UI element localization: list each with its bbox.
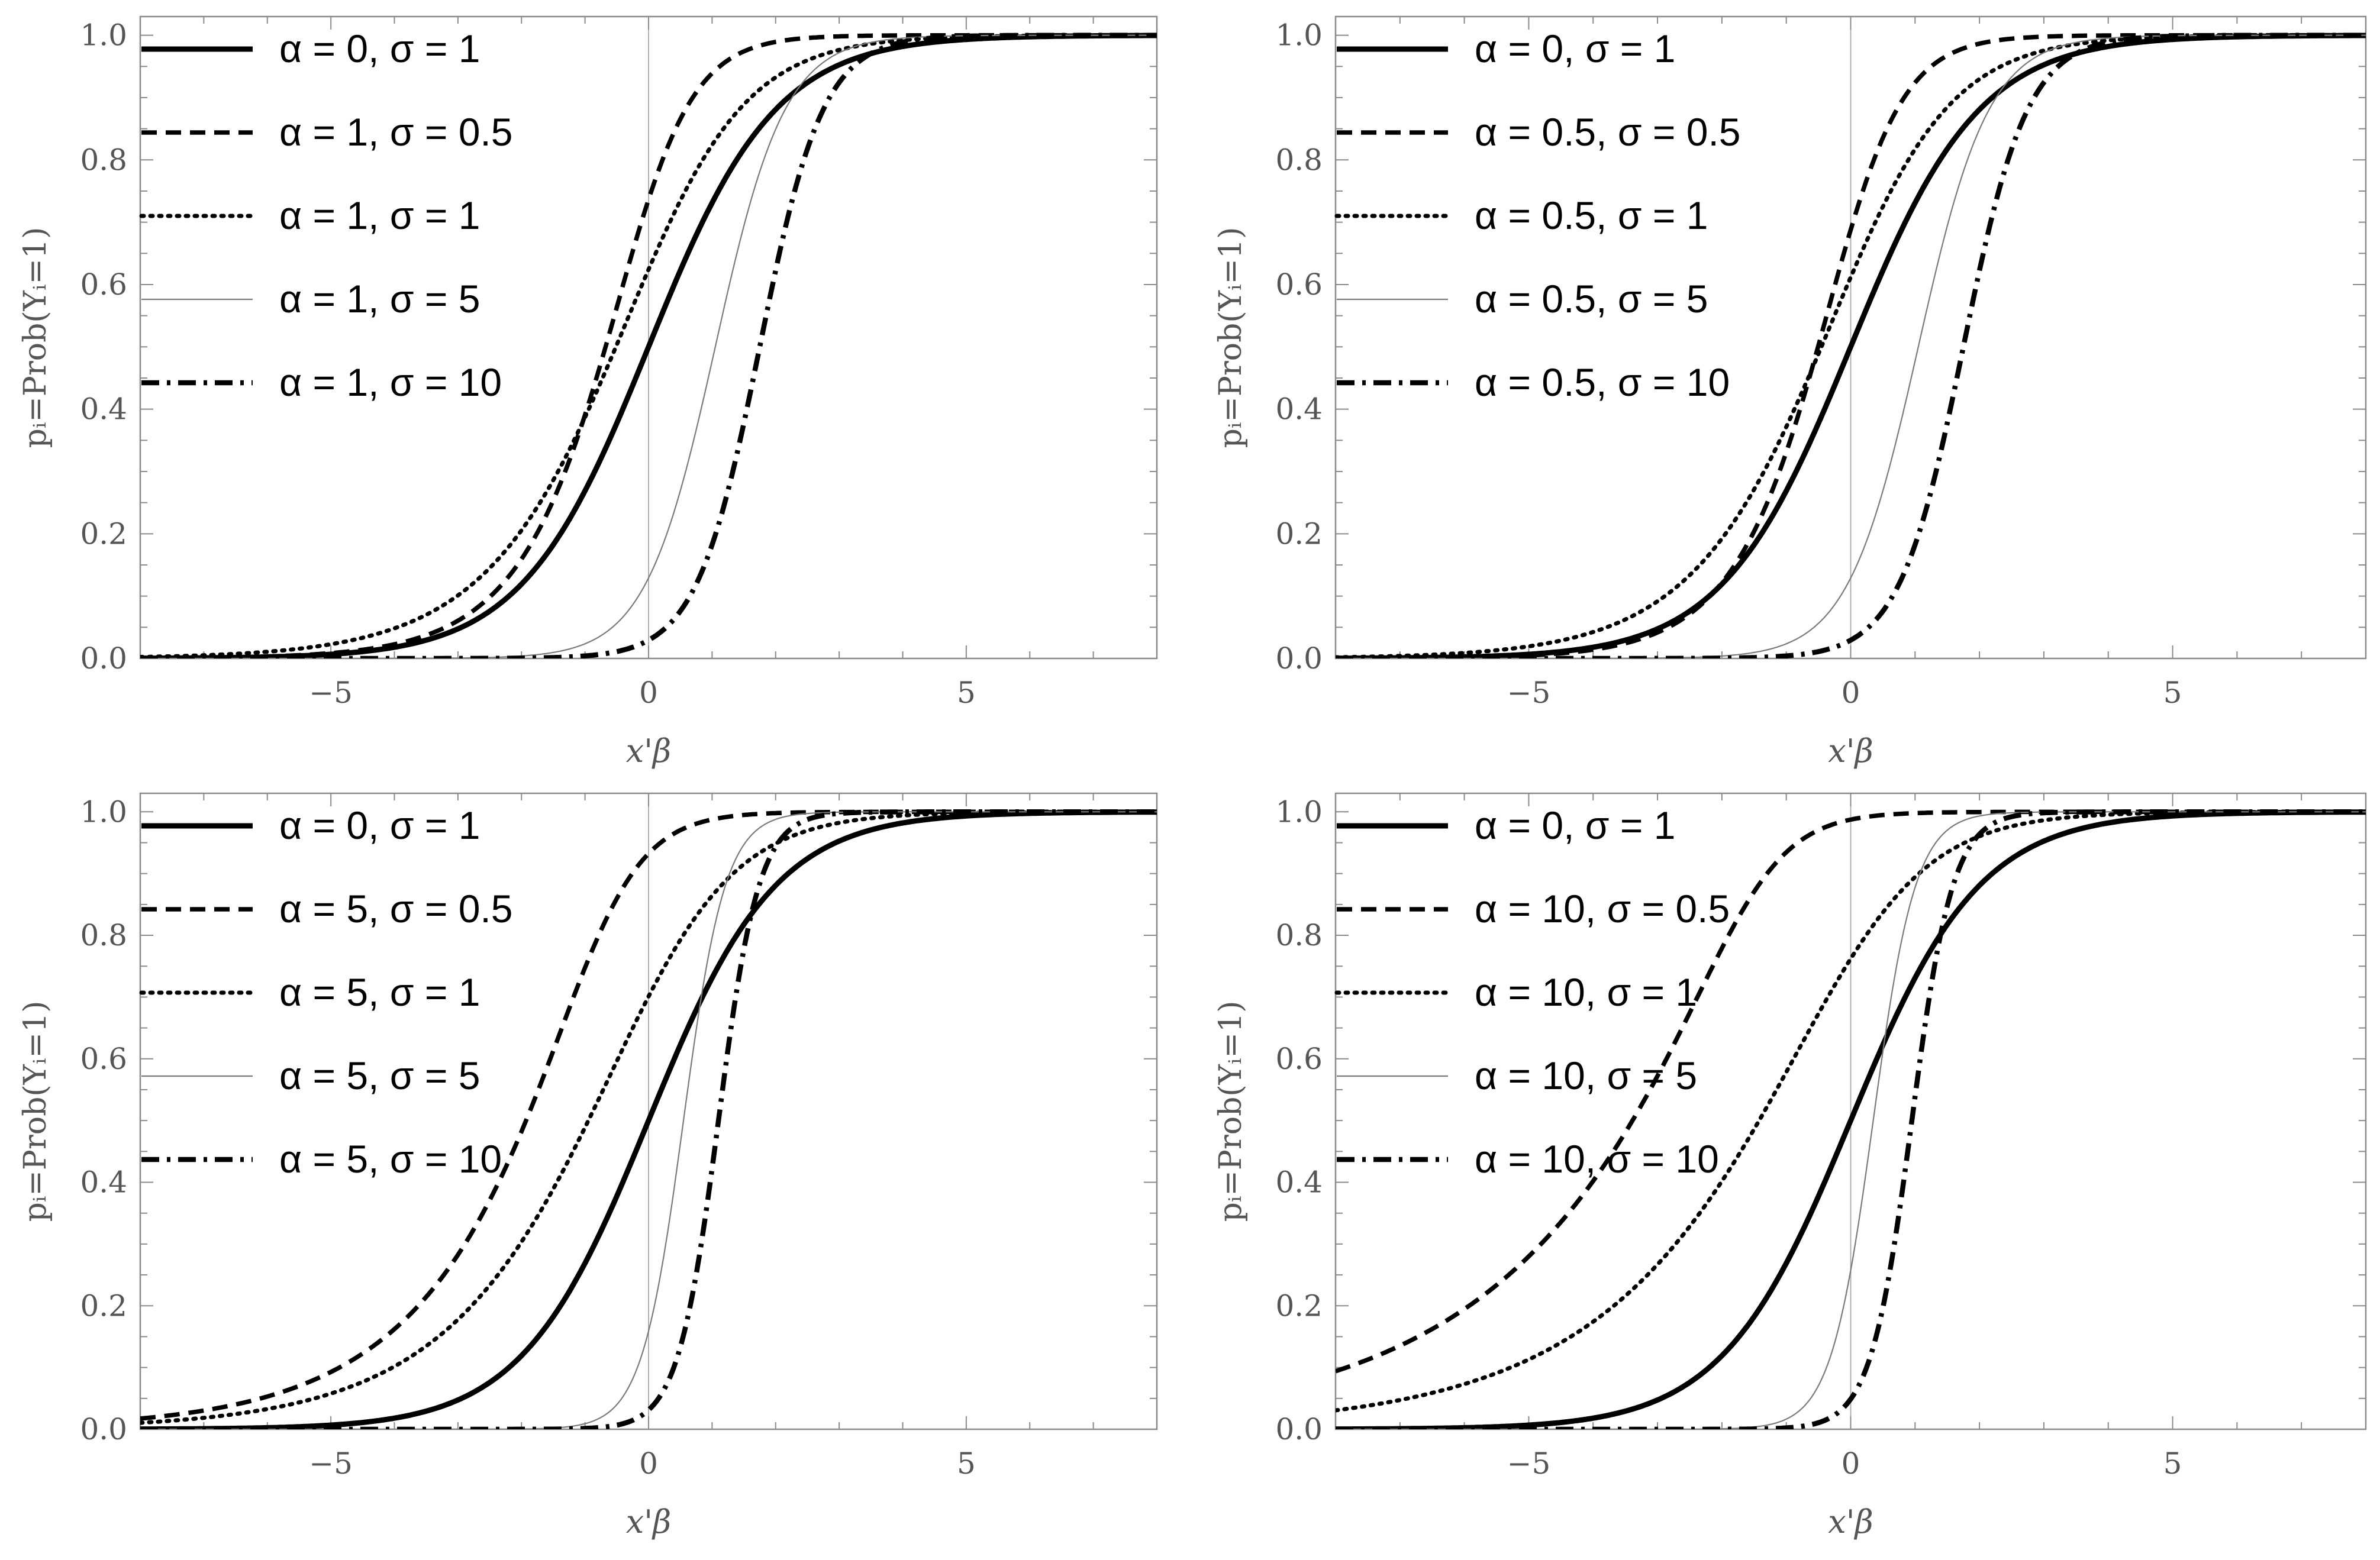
y-tick-label: 0.8 [80, 918, 127, 952]
y-tick-label: 0.0 [80, 641, 127, 676]
series-line [1336, 33, 2366, 658]
x-tick-label: 0 [1842, 676, 1860, 710]
y-tick-label: 0.0 [1275, 1412, 1323, 1446]
series-line [140, 34, 1157, 658]
y-tick-label: 0.8 [80, 143, 127, 177]
legend-label: α = 0.5, σ = 0.5 [1475, 110, 1741, 154]
y-tick-label: 0.6 [80, 267, 127, 302]
legend-label: α = 5, σ = 1 [279, 970, 480, 1014]
legend-label: α = 1, σ = 5 [279, 277, 480, 321]
legend-label: α = 5, σ = 5 [279, 1054, 480, 1097]
legend-label: α = 0.5, σ = 10 [1475, 360, 1730, 404]
y-tick-label: 0.4 [80, 1165, 127, 1200]
chart-panel-2: −5 0 5 0.0 0.2 0.4 0.6 0.8 1.0 x'β pᵢ=Prob(Yᵢ=1) α … [1213, 15, 2367, 770]
y-tick-label: 0.8 [1275, 918, 1323, 952]
x-tick-label: 0 [639, 676, 658, 710]
x-tick-label: 5 [957, 1446, 976, 1481]
chart-panel-4: −5 0 5 0.0 0.2 0.4 0.6 0.8 1.0 x'β pᵢ=Prob(Yᵢ=1) α … [1213, 792, 2367, 1540]
x-axis-label: x'β [626, 732, 672, 770]
y-tick-label: 0.4 [1275, 392, 1323, 427]
series-line [1336, 809, 2366, 1429]
y-tick-label: 1.0 [80, 18, 127, 53]
x-tick-label: −5 [309, 1446, 353, 1481]
series-line [140, 809, 1157, 1429]
x-axis-label: x'β [1828, 732, 1873, 770]
y-axis-label: pᵢ=Prob(Yᵢ=1) [1213, 227, 1249, 448]
y-tick-label: 0.2 [80, 516, 127, 551]
y-axis-label: pᵢ=Prob(Yᵢ=1) [18, 227, 53, 448]
y-tick-label: 0.2 [1275, 1288, 1323, 1323]
y-axis-label: pᵢ=Prob(Yᵢ=1) [1213, 1001, 1249, 1222]
series-line [140, 809, 1157, 1425]
legend: α = 0, σ = 1 α = 5, σ = 0.5 α = 5, σ = 1 α … [139, 803, 512, 1181]
series-line [140, 33, 1157, 658]
y-tick-label: 0.0 [80, 1412, 127, 1446]
y-axis-label: pᵢ=Prob(Yᵢ=1) [18, 1001, 53, 1222]
legend-label: α = 10, σ = 5 [1475, 1054, 1697, 1097]
y-tick-label: 1.0 [1275, 18, 1323, 53]
legend-label: α = 5, σ = 0.5 [279, 887, 512, 931]
series-line [1336, 33, 2366, 658]
y-tick-label: 0.8 [1275, 143, 1323, 177]
legend-label: α = 5, σ = 10 [279, 1137, 502, 1181]
x-tick-label: −5 [1507, 1446, 1551, 1481]
legend-label: α = 10, σ = 10 [1475, 1137, 1719, 1181]
legend: α = 0, σ = 1 α = 1, σ = 0.5 α = 1, σ = 1 α … [139, 27, 512, 404]
y-tick-label: 0.6 [1275, 1042, 1323, 1076]
x-tick-label: 5 [2163, 1446, 2182, 1481]
x-tick-label: 5 [2163, 676, 2182, 710]
y-tick-label: 1.0 [80, 794, 127, 829]
y-tick-label: 0.4 [80, 392, 127, 427]
legend-label: α = 0, σ = 1 [279, 27, 480, 70]
legend-label: α = 1, σ = 1 [279, 193, 480, 237]
series-line [1336, 34, 2366, 658]
series-line [140, 811, 1157, 1429]
y-tick-label: 0.6 [1275, 267, 1323, 302]
y-tick-label: 0.0 [1275, 641, 1323, 676]
legend-label: α = 1, σ = 10 [279, 360, 502, 404]
legend-label: α = 10, σ = 1 [1475, 970, 1697, 1014]
legend-label: α = 0.5, σ = 5 [1475, 277, 1708, 321]
x-tick-label: −5 [1507, 676, 1551, 710]
legend-label: α = 10, σ = 0.5 [1475, 887, 1730, 931]
legend: α = 0, σ = 1 α = 0.5, σ = 0.5 α = 0.5, σ =… [1334, 27, 1741, 404]
x-tick-label: −5 [309, 676, 353, 710]
x-tick-label: 5 [957, 676, 976, 710]
x-axis-label: x'β [626, 1503, 672, 1540]
y-tick-label: 0.2 [80, 1288, 127, 1323]
y-tick-label: 1.0 [1275, 794, 1323, 829]
legend-label: α = 0, σ = 1 [1475, 27, 1675, 70]
x-tick-label: 0 [639, 1446, 658, 1481]
legend: α = 0, σ = 1 α = 10, σ = 0.5 α = 10, σ = 1… [1334, 803, 1730, 1181]
legend-label: α = 1, σ = 0.5 [279, 110, 512, 154]
series-line [1336, 809, 2366, 1429]
y-tick-label: 0.4 [1275, 1165, 1323, 1200]
y-tick-label: 0.6 [80, 1042, 127, 1076]
x-tick-label: 0 [1842, 1446, 1860, 1481]
legend-label: α = 0, σ = 1 [1475, 803, 1675, 847]
legend-label: α = 0.5, σ = 1 [1475, 193, 1708, 237]
x-axis-label: x'β [1828, 1503, 1873, 1540]
chart-panel-3: −5 0 5 0.0 0.2 0.4 0.6 0.8 1.0 x'β pᵢ=Prob(Yᵢ=1) α … [18, 792, 1158, 1540]
y-tick-label: 0.2 [1275, 516, 1323, 551]
chart-panel-1: −5 0 5 0.0 0.2 0.4 0.6 0.8 1.0 x'β pᵢ=Prob(Yᵢ=1) α … [18, 15, 1158, 770]
legend-label: α = 0, σ = 1 [279, 803, 480, 847]
